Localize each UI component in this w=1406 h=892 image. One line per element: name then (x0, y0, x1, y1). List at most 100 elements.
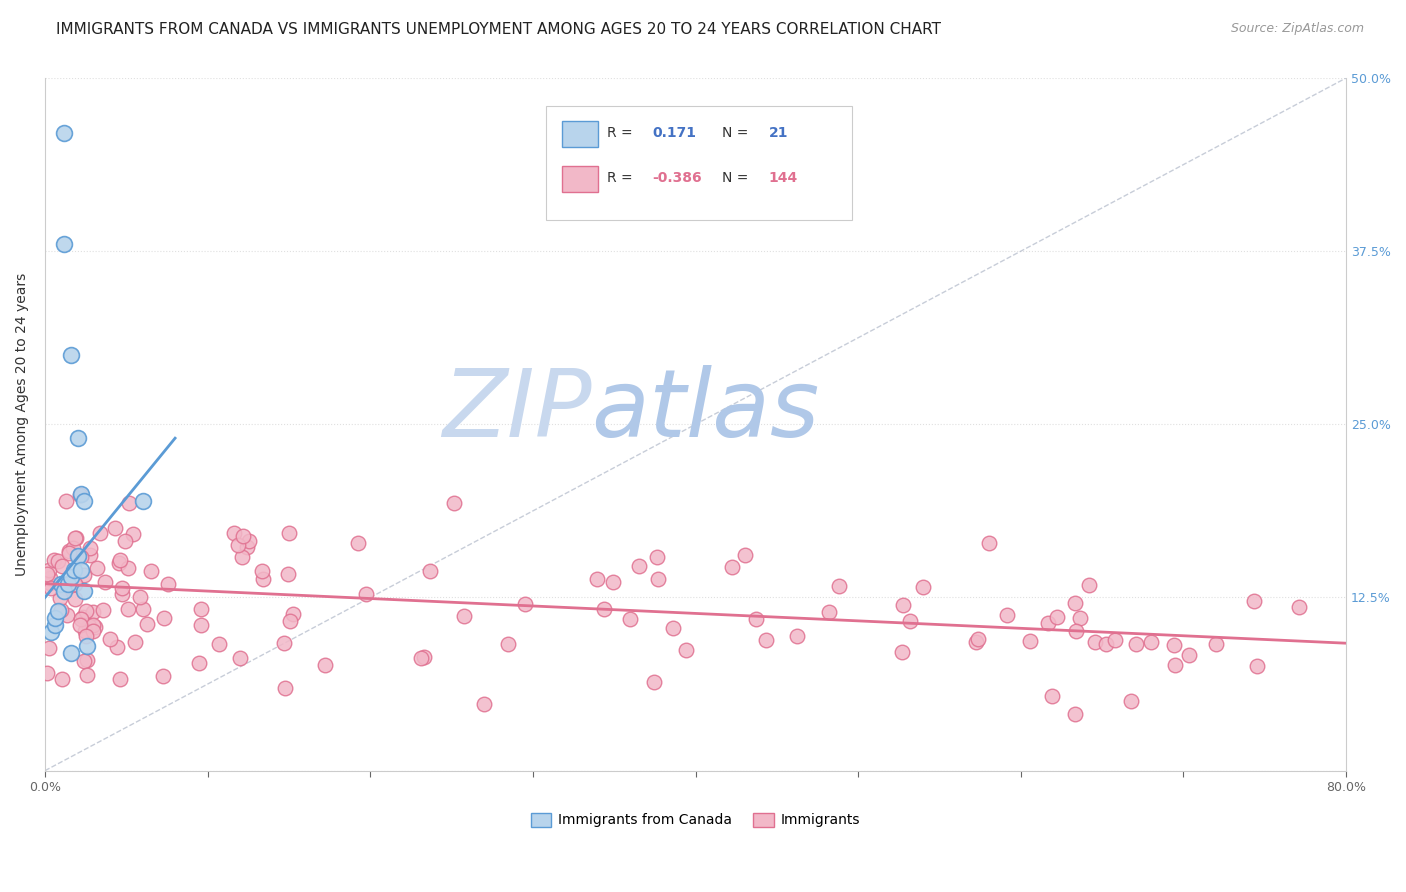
Point (66, 549, 89, 563)
Text: R =: R = (607, 127, 633, 140)
Point (59, 646, 82, 660)
Point (76, 639, 98, 653)
FancyBboxPatch shape (546, 105, 852, 220)
Point (453, 608, 475, 623)
Point (56, 576, 79, 591)
Point (136, 617, 159, 632)
Legend: Immigrants from Canada, Immigrants: Immigrants from Canada, Immigrants (524, 807, 866, 833)
Point (73, 493, 96, 508)
Point (1064, 624, 1087, 638)
Text: ZIP: ZIP (441, 365, 592, 456)
Text: N =: N = (721, 171, 748, 186)
Point (79, 548, 101, 562)
Point (354, 587, 377, 601)
Point (786, 629, 808, 643)
Point (1063, 706, 1085, 721)
Point (93, 575, 115, 590)
Point (44, 618, 66, 632)
Point (46, 604, 69, 618)
Y-axis label: Unemployment Among Ages 20 to 24 years: Unemployment Among Ages 20 to 24 years (15, 273, 30, 576)
Point (278, 525, 301, 540)
Point (443, 496, 465, 510)
Point (46, 554, 69, 568)
Point (1104, 632, 1126, 647)
Point (273, 636, 295, 650)
Point (232, 529, 254, 543)
Point (586, 572, 609, 586)
Point (734, 548, 756, 562)
Point (1163, 638, 1185, 652)
Point (58, 544, 80, 558)
Point (1288, 599, 1310, 614)
Point (65, 532, 87, 546)
Point (108, 672, 131, 686)
Point (1095, 637, 1118, 651)
Point (1046, 610, 1069, 624)
Point (76, 653, 98, 667)
Point (104, 521, 127, 535)
Point (898, 614, 921, 628)
Point (69, 488, 91, 502)
Point (208, 637, 231, 651)
Point (105, 640, 128, 655)
Point (647, 550, 669, 565)
Point (117, 496, 139, 510)
Text: atlas: atlas (592, 365, 820, 456)
Point (66, 431, 89, 445)
Text: N =: N = (721, 127, 748, 140)
Point (153, 611, 176, 625)
Point (720, 559, 742, 574)
Point (1036, 616, 1059, 631)
Point (891, 598, 914, 612)
Point (49, 591, 72, 605)
Point (108, 557, 131, 571)
Point (84, 620, 107, 634)
Point (69, 563, 91, 577)
Point (93, 602, 115, 616)
Point (283, 607, 305, 622)
Point (56, 607, 79, 622)
Point (58, 545, 80, 559)
Point (744, 612, 766, 626)
Point (63, 531, 86, 545)
Point (73, 654, 96, 668)
Point (49, 602, 72, 616)
Point (75, 603, 97, 617)
Point (274, 681, 297, 695)
Point (156, 576, 179, 591)
Point (79, 541, 101, 555)
Point (69, 612, 91, 626)
Point (229, 650, 252, 665)
FancyBboxPatch shape (561, 121, 598, 147)
Point (231, 550, 253, 565)
Point (238, 533, 260, 548)
Point (496, 637, 519, 651)
Point (188, 657, 211, 671)
Point (38, 640, 60, 655)
Point (314, 657, 336, 672)
Point (250, 564, 273, 578)
Point (82, 605, 104, 619)
Point (39, 582, 62, 596)
Point (59, 570, 82, 584)
Point (911, 580, 934, 594)
Point (347, 535, 370, 549)
Point (277, 566, 299, 581)
Point (41, 625, 63, 640)
Point (117, 602, 139, 616)
Point (1243, 594, 1265, 608)
Point (1205, 637, 1227, 651)
Point (59, 348, 82, 362)
Text: Source: ZipAtlas.com: Source: ZipAtlas.com (1230, 22, 1364, 36)
Point (592, 601, 614, 615)
Point (44, 611, 66, 625)
Point (619, 612, 641, 626)
Point (114, 534, 136, 549)
Point (222, 526, 245, 541)
Point (602, 574, 624, 589)
Point (226, 539, 249, 553)
Point (124, 635, 146, 649)
Point (69, 618, 91, 632)
Point (89, 526, 111, 541)
Point (39, 575, 62, 590)
